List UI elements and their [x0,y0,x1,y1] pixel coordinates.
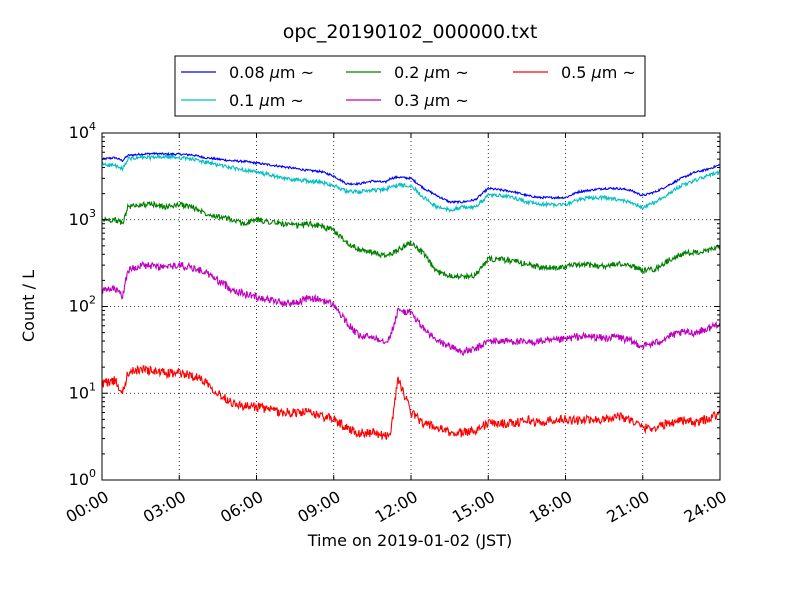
y-tick-label-exponent: 4 [89,120,96,133]
legend-entry-unit: μ [591,63,602,82]
y-tick-label: 104 [69,120,96,142]
y-tick-label-exponent: 3 [89,207,96,220]
y-tick-label-exponent: 1 [89,380,96,393]
x-axis-label: Time on 2019-01-02 (JST) [307,531,512,550]
legend-entry-unit: μ [424,63,435,82]
y-tick-label: 100 [69,467,96,489]
legend-entry: 0.1 μm ~ [229,91,304,110]
legend-entry: 0.3 μm ~ [394,91,469,110]
legend-entry-unit: μ [269,63,280,82]
y-tick-label-base: 10 [69,383,89,402]
legend-entry-unit-rest: m ~ [270,91,304,110]
legend-entry-size: 0.5 [561,63,592,82]
y-tick-label-exponent: 2 [89,294,96,307]
series-line-0_3 [101,260,721,357]
chart-title: opc_20190102_000000.txt [283,21,538,43]
axis-ticks [101,132,721,481]
legend-entry: 0.2 μm ~ [394,63,469,82]
y-tick-label: 103 [69,207,96,229]
y-tick-label-exponent: 0 [89,467,96,480]
y-tick-label: 102 [69,294,96,316]
legend: 0.08 μm ~0.1 μm ~0.2 μm ~0.3 μm ~0.5 μm … [174,55,646,117]
y-tick-label-base: 10 [69,210,89,229]
legend-entry-unit: μ [424,91,435,110]
grid-lines [102,133,720,480]
series-line-0_2 [101,200,721,281]
series-line-0_1 [101,153,721,213]
legend-entry-size: 0.2 [394,63,425,82]
legend-entry-unit-rest: m ~ [280,63,314,82]
legend-entry-unit-rest: m ~ [602,63,636,82]
legend-entry-unit-rest: m ~ [435,63,469,82]
legend-entry-unit-rest: m ~ [435,91,469,110]
legend-box [174,55,646,117]
legend-entry-size: 0.1 [229,91,260,110]
series-line-0_5 [101,364,721,440]
legend-entry-size: 0.3 [394,91,425,110]
legend-entry-unit: μ [259,91,270,110]
series-layer [101,151,721,440]
y-axis-label: Count / L [19,270,38,342]
y-tick-label-base: 10 [69,297,89,316]
y-tick-label-base: 10 [69,123,89,142]
y-tick-label: 101 [69,380,96,402]
series-line-0_08 [101,151,721,205]
legend-entry: 0.5 μm ~ [561,63,636,82]
legend-entry-size: 0.08 [229,63,270,82]
legend-entry: 0.08 μm ~ [229,63,314,82]
y-tick-label-base: 10 [69,470,89,489]
